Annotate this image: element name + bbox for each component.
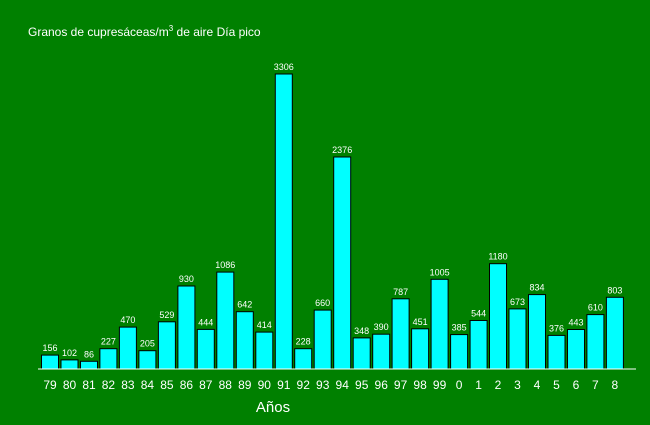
data-label-85: 529 [159, 310, 174, 320]
x-tick-label-8: 8 [612, 378, 619, 392]
data-label-79: 156 [42, 343, 57, 353]
bar-84 [138, 350, 157, 370]
bar-90 [255, 331, 274, 370]
x-tick-label-96: 96 [375, 378, 389, 392]
bar-87 [196, 328, 215, 370]
x-tick-label-5: 5 [553, 378, 560, 392]
x-tick-label-89: 89 [238, 378, 252, 392]
bar-group: 156 102 86 227 470 205 529 930 444 1086 642 414 3306… [41, 62, 624, 370]
x-tick-label-98: 98 [413, 378, 427, 392]
data-label-81: 86 [84, 349, 94, 359]
x-tick-label-87: 87 [199, 378, 213, 392]
bar-6 [567, 329, 585, 370]
data-label-97: 787 [393, 287, 408, 297]
bar-88 [216, 271, 235, 370]
x-tick-label-3: 3 [514, 378, 521, 392]
x-tick-label-6: 6 [573, 378, 580, 392]
bar-92 [294, 348, 313, 370]
bar-1 [469, 320, 488, 370]
bar-80 [60, 359, 79, 370]
bar-91 [274, 73, 293, 370]
data-label-83: 470 [120, 315, 135, 325]
bar-85 [157, 321, 176, 370]
bar-94 [333, 156, 352, 370]
bar-7 [586, 314, 605, 370]
data-label-4: 834 [529, 283, 544, 293]
data-label-99: 1005 [430, 267, 450, 277]
x-tick-label-94: 94 [336, 378, 350, 392]
bar-98 [411, 328, 430, 370]
bar-86 [177, 285, 196, 370]
bar-96 [372, 333, 391, 370]
bar-2 [489, 263, 507, 370]
x-tick-label-91: 91 [277, 378, 291, 392]
data-label-90: 414 [257, 320, 272, 330]
data-label-6: 443 [568, 318, 583, 328]
x-tick-label-4: 4 [534, 378, 541, 392]
data-label-80: 102 [62, 348, 77, 358]
data-label-89: 642 [237, 300, 252, 310]
x-tick-label-93: 93 [316, 378, 330, 392]
chart-title: Granos de cupresáceas/m3 de aire Día pic… [28, 24, 261, 39]
x-tick-label-79: 79 [43, 378, 57, 392]
x-tick-label-1: 1 [475, 378, 482, 392]
x-tick-label-82: 82 [102, 378, 116, 392]
data-label-0: 385 [452, 323, 467, 333]
bar-89 [235, 311, 254, 370]
bar-95 [352, 337, 371, 370]
x-tick-label-88: 88 [219, 378, 233, 392]
x-tick-label-92: 92 [297, 378, 311, 392]
x-tick-label-99: 99 [433, 378, 447, 392]
data-label-8: 803 [607, 285, 622, 295]
x-tick-label-83: 83 [121, 378, 135, 392]
x-tick-label-80: 80 [63, 378, 77, 392]
data-label-3: 673 [510, 297, 525, 307]
data-label-82: 227 [101, 337, 116, 347]
x-tick-label-0: 0 [456, 378, 463, 392]
data-label-92: 228 [296, 337, 311, 347]
data-label-5: 376 [549, 323, 564, 333]
bar-93 [313, 309, 332, 370]
x-axis-label: Años [256, 399, 290, 416]
x-tick-label-97: 97 [394, 378, 408, 392]
data-label-86: 930 [179, 274, 194, 284]
x-tick-label-85: 85 [160, 378, 174, 392]
bar-3 [508, 308, 527, 370]
data-label-7: 610 [588, 303, 603, 313]
bar-83 [118, 326, 137, 370]
x-tick-label-81: 81 [82, 378, 96, 392]
bar-99 [430, 278, 449, 370]
x-tick-label-95: 95 [355, 378, 369, 392]
data-label-93: 660 [315, 298, 330, 308]
bar-0 [450, 334, 469, 370]
data-label-94: 2376 [332, 145, 352, 155]
bar-8 [605, 296, 624, 370]
data-label-91: 3306 [274, 62, 294, 72]
x-tick-group: 79 80 81 82 83 84 85 86 87 88 89 90 91 92 93 94 95 96 97 98… [43, 378, 618, 392]
data-label-1: 544 [471, 309, 486, 319]
x-tick-label-2: 2 [495, 378, 502, 392]
x-tick-label-84: 84 [141, 378, 155, 392]
bar-4 [528, 294, 546, 370]
bar-79 [41, 354, 59, 370]
bar-5 [547, 334, 566, 370]
bar-81 [80, 360, 98, 370]
data-label-84: 205 [140, 339, 155, 349]
x-tick-label-90: 90 [258, 378, 272, 392]
data-label-88: 1086 [215, 260, 235, 270]
bar-82 [99, 348, 118, 370]
bar-97 [391, 298, 410, 370]
data-label-95: 348 [354, 326, 369, 336]
data-label-2: 1180 [488, 252, 507, 262]
x-tick-label-86: 86 [180, 378, 194, 392]
x-tick-label-7: 7 [592, 378, 599, 392]
data-label-96: 390 [374, 322, 389, 332]
data-label-98: 451 [413, 317, 428, 327]
data-label-87: 444 [198, 317, 213, 327]
